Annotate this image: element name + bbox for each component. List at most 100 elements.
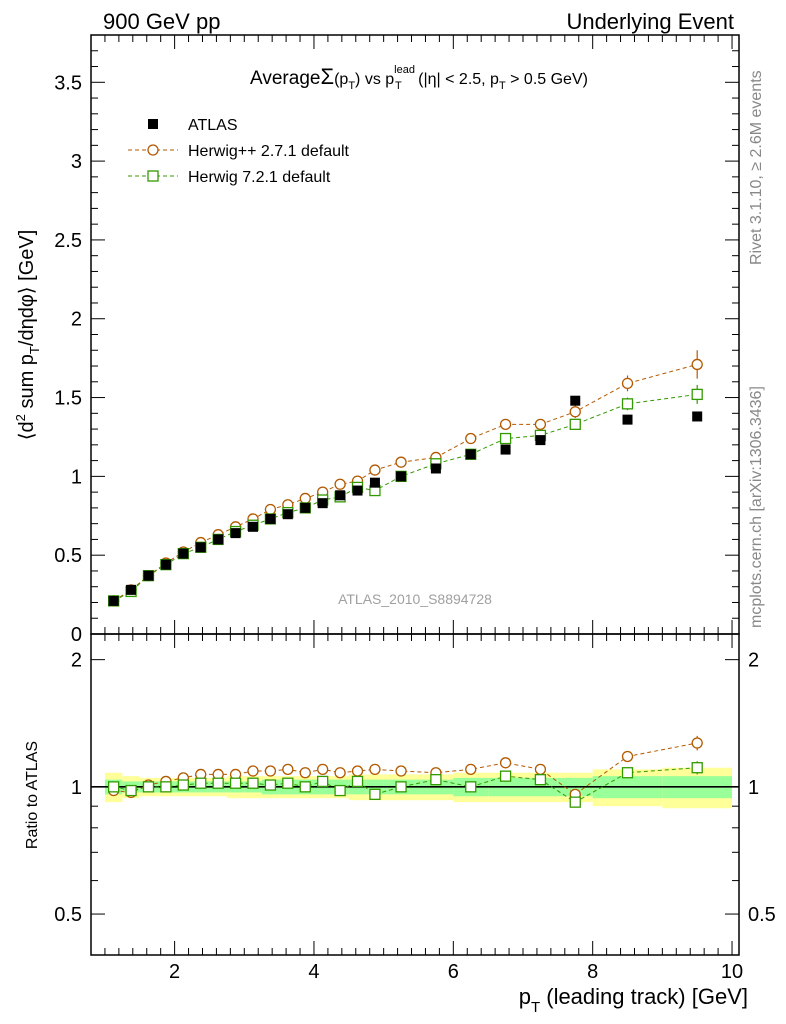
ratio-herwig7-point [534, 774, 547, 786]
main-atlas-point [500, 444, 511, 455]
ratio-herwigpp-point [282, 763, 294, 776]
main-herwigpp-point [534, 418, 547, 431]
legend-entry-herwig7: Herwig 7.2.1 default [128, 169, 331, 186]
axes: 2 4 6 8 10 0 0.5 1 1.5 2 2.5 3 3.5 0.5 0.5 1 1 2 2 [54, 34, 776, 983]
ratio-y-axis-label: Ratio to ATLAS [24, 741, 41, 849]
y-tick-label: 2 [71, 309, 82, 331]
ratio-herwig7-point [334, 784, 346, 797]
main-herwigpp-point [691, 358, 703, 371]
ratio-herwig7-point [264, 779, 277, 791]
ratio-herwigpp-point [534, 763, 547, 776]
legend-atlas-marker [148, 119, 158, 129]
ratio-herwig7-point [107, 781, 120, 793]
legend-herwig7-label: Herwig 7.2.1 default [188, 169, 331, 186]
ratio-herwig7-point [430, 774, 442, 786]
y-tick-label: 0 [71, 624, 82, 646]
ratio-herwigpp-point [317, 763, 329, 776]
ratio-herwig7-point [499, 770, 512, 782]
ratio-herwig7-point [177, 779, 189, 791]
main-herwig7-point [621, 398, 634, 410]
legend-entry-herwigpp: Herwig++ 2.7.1 default [128, 143, 350, 160]
main-atlas-point [282, 509, 293, 520]
ratio-herwigpp-point [465, 763, 477, 776]
y-tick-label: 1.5 [54, 388, 82, 410]
main-atlas-point [178, 548, 189, 559]
ratio-herwigpp-point [247, 765, 259, 777]
main-herwigpp-point [334, 478, 346, 490]
mcplots-label: mcplots.cern.ch [arXiv:1306.3436] [748, 386, 765, 628]
y-tick-label: 3.5 [54, 72, 82, 94]
x-axis-label: pT (leading track) [GeV] [519, 984, 748, 1016]
main-herwigpp-point [621, 377, 634, 390]
ratio-herwig7-point [351, 775, 364, 788]
main-atlas-point [265, 513, 276, 524]
main-herwigpp-point [569, 406, 581, 418]
ratio-herwigpp-point [299, 767, 311, 779]
ratio-y-tick-label-right: 2 [748, 650, 759, 672]
chart-title: AverageΣ(pT) vs plead T (|η| < 2.5, pT > … [250, 64, 588, 92]
rivet-version-label: Rivet 3.1.10, ≥ 2.6M events [748, 70, 765, 265]
x-tick-label: 4 [308, 961, 319, 983]
ratio-herwig7-point [395, 781, 407, 793]
ratio-herwigpp-point [351, 765, 364, 777]
ratio-herwig7-point [691, 762, 703, 774]
main-y-axis-label: ⟨d2 sum pT/dηdφ⟩ [GeV] [13, 230, 42, 441]
y-tick-label: 3 [71, 151, 82, 173]
main-atlas-series [108, 395, 703, 606]
main-herwig7-line [113, 393, 698, 602]
main-atlas-point [369, 477, 380, 488]
header-collision: 900 GeV pp [103, 9, 220, 34]
main-atlas-point [396, 471, 407, 482]
ratio-herwig7-point [621, 767, 634, 779]
ratio-herwig7-point [299, 781, 311, 793]
main-atlas-point [108, 595, 119, 606]
legend-herwigpp-label: Herwig++ 2.7.1 default [188, 143, 350, 160]
ratio-herwig7-point [125, 784, 137, 797]
ratio-herwigpp-point [369, 763, 381, 776]
main-atlas-point [430, 463, 441, 474]
main-atlas-point [570, 395, 581, 406]
main-atlas-point [230, 528, 241, 539]
main-herwig7-point [691, 388, 703, 401]
ratio-herwig7-point [229, 777, 242, 789]
main-herwigpp-point [369, 464, 381, 476]
main-atlas-point [248, 521, 258, 532]
main-atlas-point [143, 570, 154, 581]
legend-herwigpp-marker [147, 144, 159, 156]
ratio-y-tick-label: 2 [71, 650, 82, 672]
main-atlas-point [317, 498, 328, 509]
main-atlas-point [160, 559, 171, 570]
ratio-herwig7-point [195, 777, 207, 789]
ratio-herwig7-point [317, 775, 329, 788]
ratio-herwig7-line [113, 767, 698, 803]
ratio-y-tick-label: 0.5 [54, 904, 82, 926]
main-herwig7-point [569, 418, 581, 431]
main-atlas-point [335, 490, 346, 501]
main-atlas-point [465, 449, 476, 460]
header-analysis: Underlying Event [566, 9, 734, 34]
x-tick-label: 8 [587, 961, 598, 983]
ratio-herwig7-point [247, 777, 259, 789]
y-tick-label: 0.5 [54, 545, 82, 567]
main-herwigpp-point [499, 418, 512, 431]
main-atlas-point [352, 485, 363, 496]
ratio-herwigpp-point [691, 737, 703, 749]
x-tick-label: 2 [169, 961, 180, 983]
legend-atlas-label: ATLAS [188, 117, 238, 134]
x-tick-label: 6 [448, 961, 459, 983]
ratio-herwigpp-point [395, 765, 407, 777]
ratio-herwig7-point [282, 777, 294, 789]
main-herwig7-point [499, 432, 512, 445]
legend: ATLAS Herwig++ 2.7.1 default Herwig 7.2.… [128, 117, 350, 186]
legend-herwig7-marker [147, 170, 159, 182]
main-atlas-point [195, 542, 206, 553]
ratio-herwigpp-point [621, 750, 634, 763]
ratio-herwig7-series [107, 761, 703, 808]
ratio-y-tick-label: 1 [71, 777, 82, 799]
main-atlas-point [535, 435, 546, 446]
ratio-herwig7-point [369, 788, 381, 800]
main-herwigpp-point [465, 432, 477, 445]
main-herwigpp-point [299, 492, 311, 505]
ratio-y-tick-label-right: 0.5 [748, 904, 776, 926]
